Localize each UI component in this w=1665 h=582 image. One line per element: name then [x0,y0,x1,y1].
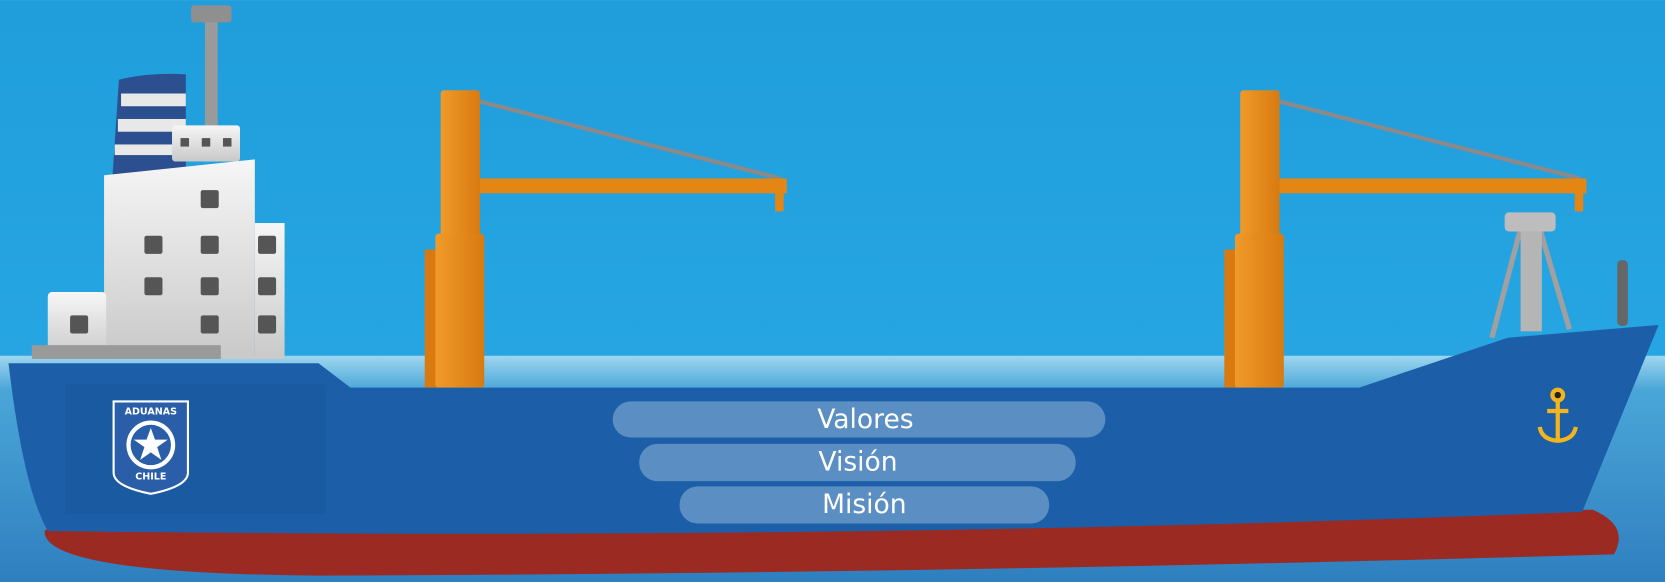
menu: Valores Visión Misión [613,401,1106,523]
menu-button[interactable]: Misión [680,486,1050,523]
logo-panel [66,384,326,514]
menu-button[interactable]: Visión [639,444,1075,481]
menu-button[interactable]: Valores [613,401,1106,437]
ship-scene: ADUANAS CHILE Valores Visión Misión [0,0,1665,582]
button-label[interactable]: Visión [818,447,897,478]
button-label[interactable]: Misión [822,489,907,520]
logo-bottom-text: CHILE [135,471,166,482]
button-label[interactable]: Valores [817,404,913,435]
logo-top-text: ADUANAS [125,407,178,418]
logo: ADUANAS CHILE [114,401,188,493]
page: ADUANAS CHILE Valores Visión Misión (() … [0,0,1665,582]
